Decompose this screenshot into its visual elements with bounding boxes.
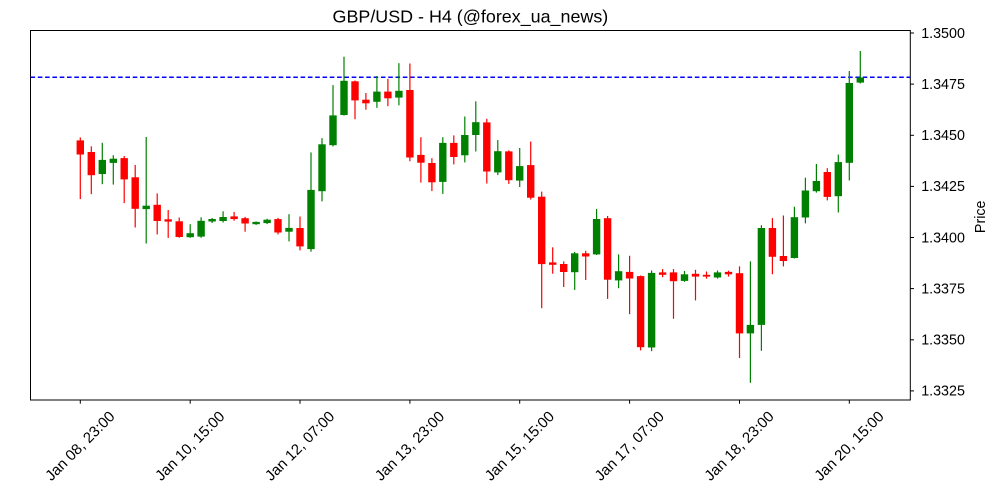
svg-text:1.3350: 1.3350 bbox=[921, 333, 965, 349]
svg-text:1.3325: 1.3325 bbox=[921, 384, 965, 400]
svg-text:1.3450: 1.3450 bbox=[921, 128, 965, 144]
svg-text:1.3375: 1.3375 bbox=[921, 281, 965, 297]
svg-text:1.3500: 1.3500 bbox=[921, 26, 965, 42]
svg-text:Price: Price bbox=[973, 200, 989, 233]
svg-text:GBP/USD - H4 (@forex_ua_news): GBP/USD - H4 (@forex_ua_news) bbox=[333, 6, 609, 27]
svg-text:1.3475: 1.3475 bbox=[921, 77, 965, 93]
svg-text:1.3425: 1.3425 bbox=[921, 179, 965, 195]
svg-text:1.3400: 1.3400 bbox=[921, 230, 965, 246]
